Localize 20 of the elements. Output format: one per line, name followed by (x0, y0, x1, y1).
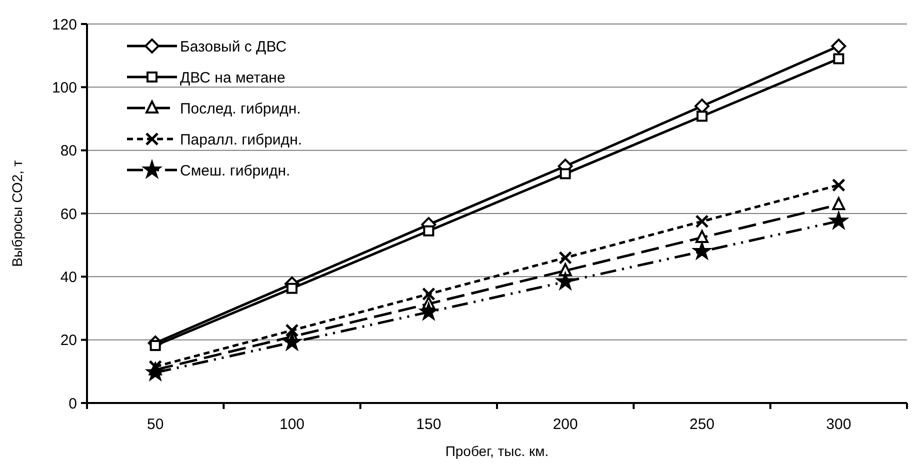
x-tick-label: 200 (552, 416, 578, 433)
y-tick-label: 60 (60, 206, 77, 223)
y-tick-label: 40 (60, 268, 77, 286)
x-axis-title: Пробег, тыс. км. (445, 443, 549, 459)
y-tick-label: 100 (52, 79, 77, 96)
legend-label: Послед. гибридн. (180, 100, 301, 118)
x-tick-label: 100 (279, 416, 305, 433)
x-tick-label: 250 (689, 416, 715, 433)
y-tick-label: 80 (60, 142, 77, 160)
x-tick-label: 50 (146, 416, 164, 433)
x-tick-label: 150 (416, 416, 442, 433)
legend-label: Смеш. гибридн. (180, 162, 290, 180)
legend-label: Паралл. гибридн. (180, 131, 302, 148)
x-tick-label: 300 (826, 416, 852, 433)
y-tick-label: 0 (68, 395, 77, 412)
legend-label: Базовый с ДВС (180, 38, 287, 56)
y-tick-label: 120 (52, 16, 77, 34)
y-tick-label: 20 (60, 332, 77, 350)
legend-label: ДВС на метане (180, 69, 286, 86)
y-axis-title: Выбросы СО2, т (9, 160, 25, 267)
